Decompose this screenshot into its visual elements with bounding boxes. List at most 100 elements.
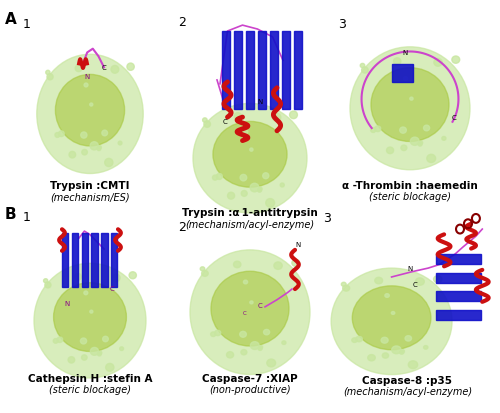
Text: C: C [223, 119, 228, 125]
Ellipse shape [47, 74, 53, 81]
Ellipse shape [258, 189, 262, 193]
Ellipse shape [258, 188, 262, 191]
Ellipse shape [400, 128, 406, 134]
Text: 3: 3 [338, 18, 346, 31]
Text: (non-productive): (non-productive) [209, 384, 291, 394]
Ellipse shape [267, 359, 276, 367]
Text: C: C [102, 65, 106, 71]
Ellipse shape [404, 77, 407, 81]
Ellipse shape [84, 291, 88, 295]
Ellipse shape [118, 142, 122, 146]
Ellipse shape [98, 146, 102, 150]
Bar [111, 233, 117, 287]
Ellipse shape [266, 199, 274, 208]
Ellipse shape [434, 59, 442, 67]
Ellipse shape [211, 272, 289, 346]
Ellipse shape [374, 127, 381, 132]
Ellipse shape [90, 311, 93, 313]
Ellipse shape [371, 69, 449, 142]
Ellipse shape [111, 66, 119, 74]
Ellipse shape [244, 280, 248, 284]
Ellipse shape [258, 347, 262, 351]
Text: 1: 1 [23, 210, 30, 223]
Ellipse shape [44, 279, 48, 283]
Text: (mechanism/ES): (mechanism/ES) [50, 192, 130, 202]
Bar [92, 233, 98, 287]
Ellipse shape [82, 355, 87, 360]
Text: 3: 3 [323, 212, 331, 225]
Ellipse shape [262, 173, 269, 179]
Text: (steric blockage): (steric blockage) [369, 192, 451, 202]
Ellipse shape [74, 274, 82, 280]
Ellipse shape [34, 263, 146, 378]
Ellipse shape [97, 147, 101, 151]
Ellipse shape [202, 119, 207, 123]
Ellipse shape [250, 342, 259, 350]
Ellipse shape [394, 59, 401, 66]
Ellipse shape [260, 346, 262, 349]
Ellipse shape [392, 346, 401, 354]
Ellipse shape [410, 98, 413, 101]
Ellipse shape [362, 68, 368, 74]
Text: 2: 2 [178, 16, 186, 29]
Ellipse shape [240, 332, 246, 337]
Ellipse shape [381, 337, 388, 343]
Bar [62, 233, 68, 287]
Ellipse shape [282, 341, 286, 344]
Ellipse shape [370, 128, 376, 133]
Ellipse shape [54, 283, 127, 351]
Ellipse shape [106, 363, 114, 371]
Ellipse shape [98, 353, 101, 356]
Ellipse shape [56, 75, 124, 147]
Ellipse shape [210, 332, 216, 337]
Ellipse shape [250, 149, 253, 152]
Ellipse shape [234, 261, 241, 268]
Text: (mechanism/acyl-enzyme): (mechanism/acyl-enzyme) [343, 386, 472, 396]
Ellipse shape [352, 286, 431, 350]
Ellipse shape [69, 152, 75, 159]
Text: α -Thrombin :haemedin: α -Thrombin :haemedin [342, 181, 478, 191]
Ellipse shape [274, 262, 282, 270]
Ellipse shape [385, 294, 390, 298]
Ellipse shape [204, 121, 210, 128]
Ellipse shape [200, 267, 205, 271]
Ellipse shape [420, 142, 422, 145]
Text: Caspase-8 :p35: Caspase-8 :p35 [362, 375, 452, 385]
Bar [258, 32, 266, 110]
Text: C: C [110, 285, 114, 292]
Ellipse shape [408, 361, 418, 369]
Bar [282, 32, 290, 110]
Bar [436, 273, 480, 283]
Ellipse shape [104, 159, 113, 167]
Bar [436, 254, 480, 264]
Text: C: C [452, 115, 457, 121]
Ellipse shape [401, 146, 407, 151]
Ellipse shape [216, 174, 222, 180]
Ellipse shape [213, 122, 287, 188]
Ellipse shape [58, 132, 64, 137]
Text: Cathepsin H :stefin A: Cathepsin H :stefin A [28, 373, 152, 383]
Ellipse shape [250, 184, 259, 192]
Text: N: N [295, 242, 300, 248]
Ellipse shape [350, 48, 470, 170]
Ellipse shape [55, 133, 60, 138]
Ellipse shape [375, 278, 382, 284]
Ellipse shape [234, 113, 241, 121]
Text: 2: 2 [178, 220, 186, 233]
Ellipse shape [272, 114, 281, 122]
Ellipse shape [241, 350, 247, 355]
Ellipse shape [410, 138, 419, 146]
Text: N: N [65, 300, 70, 306]
Ellipse shape [98, 351, 102, 354]
Ellipse shape [405, 336, 411, 341]
Ellipse shape [68, 357, 74, 363]
Ellipse shape [418, 143, 422, 147]
Ellipse shape [193, 104, 307, 214]
Text: (steric blockage): (steric blockage) [49, 384, 131, 394]
Ellipse shape [226, 352, 234, 358]
Ellipse shape [90, 104, 93, 107]
Ellipse shape [280, 183, 284, 188]
Bar [270, 32, 278, 110]
Text: 1: 1 [23, 18, 30, 31]
Ellipse shape [127, 64, 134, 71]
